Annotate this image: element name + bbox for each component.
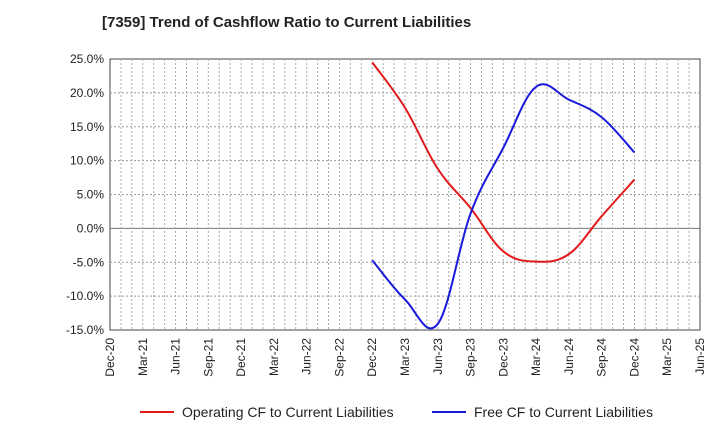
series-line-0: [371, 61, 636, 263]
x-tick-label: Jun-21: [169, 338, 183, 375]
legend-swatch-operating-cf: [140, 411, 174, 413]
x-tick-label: Mar-23: [398, 338, 412, 376]
x-tick-label: Sep-23: [464, 338, 478, 377]
y-tick-label: -15.0%: [66, 323, 104, 337]
legend-swatch-free-cf: [432, 411, 466, 413]
series-layer: [371, 61, 636, 330]
axis-layer: 25.0% 20.0% 15.0% 10.0% 5.0% 0.0% -5.0% -10.0% -…: [66, 52, 707, 377]
legend-label-free-cf: Free CF to Current Liabilities: [474, 404, 653, 420]
x-tick-label: Jun-23: [431, 338, 445, 375]
x-tick-label: Jun-22: [300, 338, 314, 375]
y-tick-label: 10.0%: [70, 154, 104, 168]
legend-label-operating-cf: Operating CF to Current Liabilities: [182, 404, 394, 420]
legend: Operating CF to Current Liabilities Free…: [0, 404, 720, 426]
x-tick-label: Sep-22: [332, 338, 346, 377]
chart-title: [7359] Trend of Cashflow Ratio to Curren…: [102, 14, 472, 31]
x-tick-label: Jun-24: [562, 338, 576, 375]
x-tick-label: Mar-21: [136, 338, 150, 376]
x-tick-label: Sep-21: [201, 338, 215, 377]
x-tick-label: Dec-21: [234, 338, 248, 377]
y-tick-label: -10.0%: [66, 289, 104, 303]
y-tick-label: 25.0%: [70, 52, 104, 66]
x-tick-label: Jun-25: [693, 338, 707, 375]
legend-item-free-cf: Free CF to Current Liabilities: [432, 404, 653, 420]
y-tick-label: -5.0%: [73, 255, 105, 269]
x-tick-label: Dec-20: [103, 338, 117, 377]
x-tick-label: Mar-25: [660, 338, 674, 376]
y-tick-label: 20.0%: [70, 86, 104, 100]
y-tick-label: 15.0%: [70, 120, 104, 134]
x-tick-label: Mar-22: [267, 338, 281, 376]
legend-item-operating-cf: Operating CF to Current Liabilities: [140, 404, 394, 420]
x-tick-label: Dec-23: [496, 338, 510, 377]
y-tick-label: 0.0%: [77, 221, 105, 235]
x-tick-label: Sep-24: [595, 338, 609, 377]
x-tick-label: Mar-24: [529, 338, 543, 376]
series-line-1: [371, 83, 636, 330]
x-tick-label: Dec-24: [627, 338, 641, 377]
grid-layer: [110, 59, 700, 330]
y-tick-label: 5.0%: [77, 188, 105, 202]
x-tick-label: Dec-22: [365, 338, 379, 377]
